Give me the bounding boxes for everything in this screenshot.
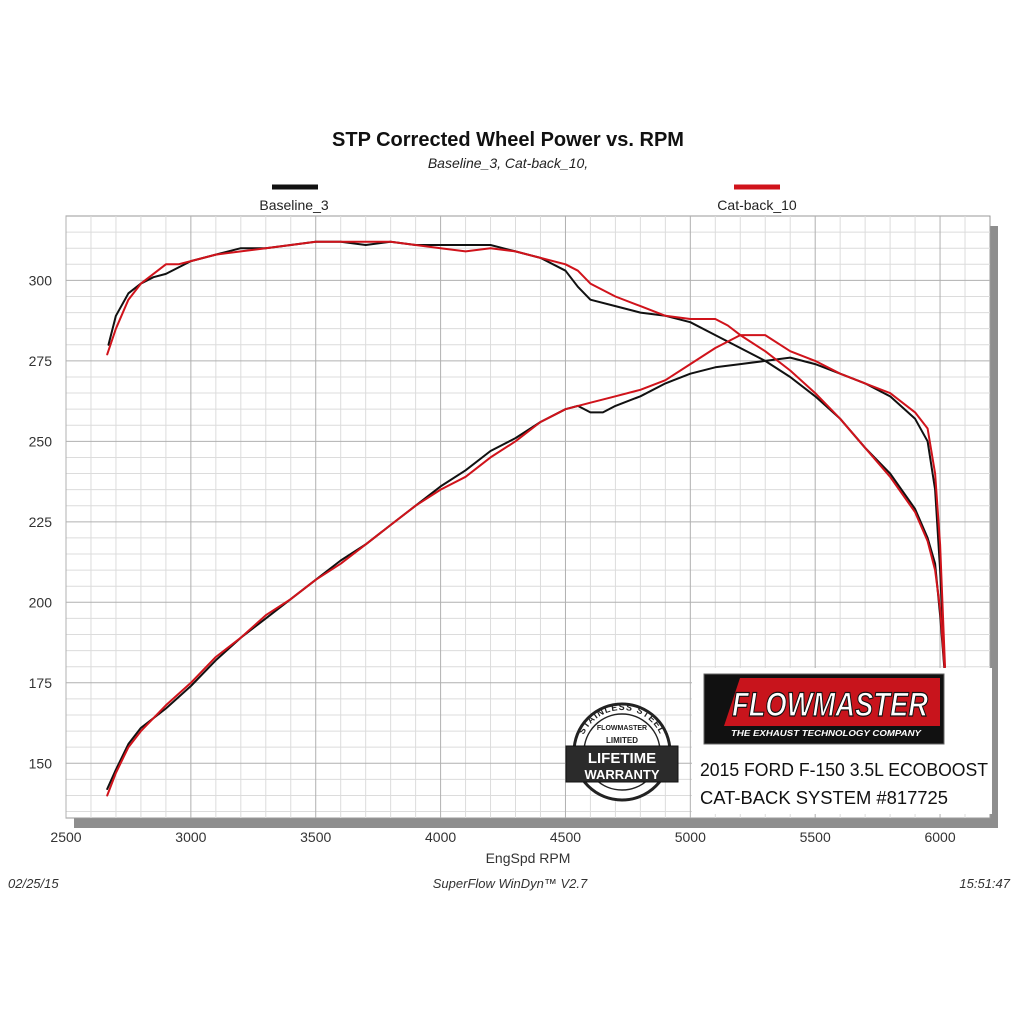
footer-software: SuperFlow WinDyn™ V2.7 bbox=[433, 876, 588, 891]
badge-line2: WARRANTY bbox=[584, 767, 659, 782]
logo-red-panel bbox=[708, 678, 940, 726]
x-tick-label: 5500 bbox=[800, 829, 831, 845]
x-tick-label: 3500 bbox=[300, 829, 331, 845]
y-tick-label: 175 bbox=[29, 675, 53, 691]
series-line-cat-back-10-horsepower bbox=[106, 334, 946, 797]
grid-minor bbox=[66, 216, 990, 818]
x-axis-label: EngSpd RPM bbox=[486, 850, 571, 866]
x-tick-label: 6000 bbox=[924, 829, 955, 845]
chart-subtitle: Baseline_3, Cat-back_10, bbox=[428, 155, 588, 171]
brand-system-line: CAT-BACK SYSTEM #817725 bbox=[700, 788, 948, 808]
logo-flag-stripe bbox=[708, 678, 740, 726]
x-tick-label: 2500 bbox=[50, 829, 81, 845]
y-tick-label: 225 bbox=[29, 514, 53, 530]
footer-time: 15:51:47 bbox=[959, 876, 1010, 891]
badge-small-brand: FLOWMASTER bbox=[597, 725, 647, 732]
series-layer bbox=[106, 240, 946, 797]
y-tick-label: 150 bbox=[29, 755, 53, 771]
y-tick-label: 275 bbox=[29, 353, 53, 369]
series-line-cat-back-10-torque bbox=[106, 240, 946, 675]
logo-text: FLOWMASTER bbox=[732, 686, 928, 724]
x-tick-label: 5000 bbox=[675, 829, 706, 845]
legend-label-catback: Cat-back_10 bbox=[717, 197, 797, 213]
y-tick-label: 250 bbox=[29, 433, 53, 449]
badge-banner bbox=[565, 745, 679, 783]
brand-vehicle-line: 2015 FORD F-150 3.5L ECOBOOST bbox=[700, 760, 988, 780]
y-tick-labels: 150 175 200 225 250 275 300 bbox=[29, 272, 53, 771]
y-tick-label: 200 bbox=[29, 594, 53, 610]
x-tick-label: 3000 bbox=[175, 829, 206, 845]
x-tick-label: 4500 bbox=[550, 829, 581, 845]
x-tick-label: 4000 bbox=[425, 829, 456, 845]
warranty-badge: STAINLESS STEEL FLOWMASTER LIMITED LIFET… bbox=[565, 702, 679, 802]
legend-label-baseline: Baseline_3 bbox=[259, 197, 328, 213]
chart-title: STP Corrected Wheel Power vs. RPM bbox=[332, 129, 684, 151]
footer-date: 02/25/15 bbox=[8, 876, 59, 891]
y-tick-label: 300 bbox=[29, 272, 53, 288]
brand-block: FLOWMASTER THE EXHAUST TECHNOLOGY COMPAN… bbox=[692, 668, 992, 814]
x-tick-labels: 2500 3000 3500 4000 4500 5000 5500 6000 bbox=[50, 829, 955, 845]
badge-limited: LIMITED bbox=[606, 736, 638, 745]
logo-tagline: THE EXHAUST TECHNOLOGY COMPANY bbox=[731, 728, 923, 738]
legend: Baseline_3 Cat-back_10 bbox=[259, 184, 797, 213]
badge-line1: LIFETIME bbox=[588, 750, 656, 767]
